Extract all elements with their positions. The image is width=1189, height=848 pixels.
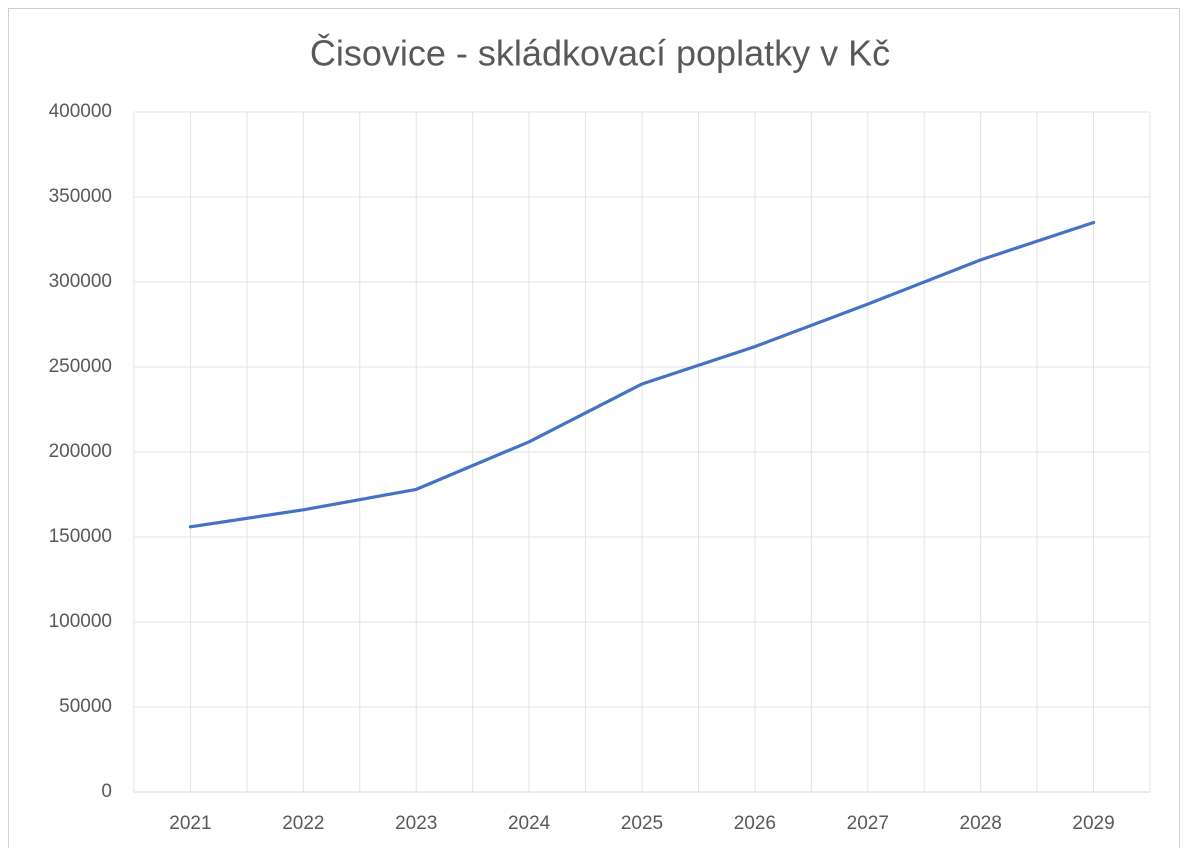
y-tick-label: 200000: [49, 441, 112, 462]
chart-frame: [8, 8, 1180, 848]
y-tick-label: 300000: [49, 271, 112, 292]
x-tick-label: 2027: [847, 813, 889, 834]
x-tick-label: 2022: [282, 813, 324, 834]
y-tick-label: 50000: [59, 696, 112, 717]
y-tick-label: 0: [101, 781, 112, 802]
x-tick-label: 2026: [734, 813, 776, 834]
x-tick-label: 2024: [508, 813, 551, 834]
y-tick-label: 350000: [49, 186, 112, 207]
x-tick-label: 2025: [621, 813, 663, 834]
y-tick-label: 150000: [49, 526, 112, 547]
line-series: [188, 220, 1096, 529]
x-tick-label: 2028: [960, 813, 1002, 834]
y-tick-label: 100000: [49, 611, 112, 632]
y-tick-label: 400000: [49, 101, 112, 122]
x-tick-label: 2029: [1072, 813, 1114, 834]
chart-title: Čisovice - skládkovací poplatky v Kč: [310, 33, 890, 74]
x-tick-label: 2021: [169, 813, 211, 834]
y-tick-label: 250000: [49, 356, 112, 377]
x-tick-label: 2023: [395, 813, 437, 834]
